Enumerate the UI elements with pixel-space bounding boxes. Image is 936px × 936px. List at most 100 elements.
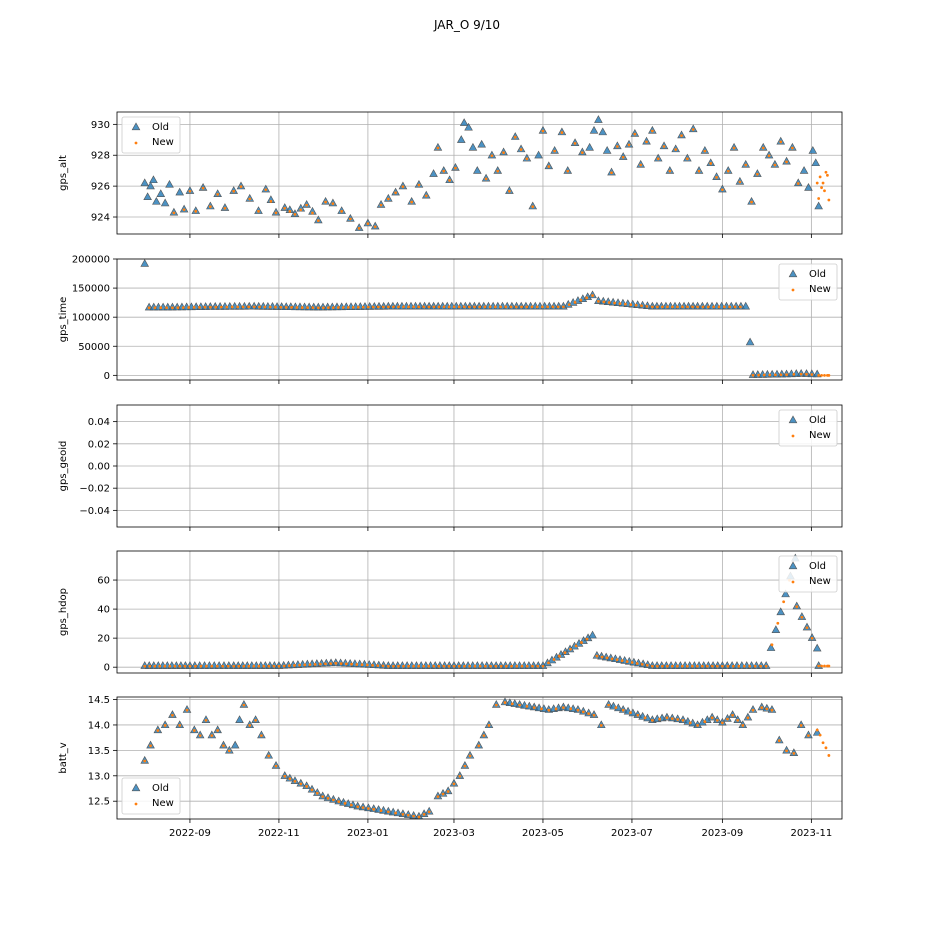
new-overlay-marker — [720, 664, 724, 668]
new-overlay-marker — [643, 716, 647, 720]
new-overlay-marker — [696, 724, 699, 727]
new-overlay-marker — [782, 600, 786, 604]
new-overlay-marker — [645, 663, 649, 667]
new-overlay-marker — [467, 305, 471, 309]
new-overlay-marker — [665, 664, 669, 668]
legend-label-new: New — [809, 576, 831, 587]
new-overlay-marker — [313, 662, 317, 666]
new-overlay-marker — [531, 664, 534, 668]
old-point — [464, 122, 473, 131]
x-tick-label: 2023-03 — [433, 828, 475, 839]
new-overlay-marker — [279, 305, 283, 309]
new-overlay-marker — [726, 169, 730, 173]
new-overlay-marker — [536, 664, 540, 668]
new-overlay-marker — [680, 664, 684, 668]
new-overlay-marker — [618, 302, 622, 305]
y-axis-label: gps_time — [58, 297, 69, 343]
new-overlay-marker — [248, 724, 252, 727]
new-overlay-marker — [326, 306, 330, 310]
old-point — [799, 166, 809, 174]
new-overlay-marker — [201, 186, 205, 190]
y-axis-label: gps_alt — [58, 155, 69, 191]
new-overlay-marker — [458, 774, 462, 778]
subplot-gps_hdop: 0 20 40 60 gps_hdop Old New — [58, 550, 843, 677]
y-tick-label: 0.00 — [88, 462, 110, 473]
axes-frame — [116, 258, 843, 381]
new-overlay-marker — [600, 655, 604, 659]
new-overlay-marker — [703, 149, 707, 153]
new-overlay-marker — [547, 165, 551, 168]
axes-frame — [116, 550, 843, 674]
new-overlay-marker — [473, 664, 477, 668]
new-overlay-marker — [800, 615, 804, 619]
new-overlay-marker — [308, 663, 312, 667]
new-overlay-marker — [525, 664, 529, 668]
new-overlay-marker — [574, 644, 578, 648]
new-overlay-marker — [483, 305, 487, 309]
new-overlay-marker — [556, 305, 560, 309]
new-overlay-marker — [257, 664, 261, 668]
new-overlay-marker — [640, 304, 643, 308]
new-overlay-marker — [496, 169, 500, 173]
y-tick-label: 12.5 — [88, 797, 110, 808]
new-overlay-marker — [773, 163, 777, 167]
legend-new-icon — [791, 434, 795, 438]
new-overlay-marker — [478, 664, 482, 668]
new-overlay-marker — [422, 305, 426, 309]
new-overlay-marker — [463, 664, 466, 668]
new-overlay-marker — [386, 810, 390, 814]
new-overlay-marker — [726, 664, 730, 668]
new-overlay-marker — [203, 305, 207, 309]
y-tick-label: 200000 — [72, 255, 110, 266]
new-overlay-marker — [607, 301, 611, 304]
new-overlay-marker — [697, 169, 701, 173]
new-overlay-marker — [365, 663, 369, 667]
new-overlay-marker — [185, 708, 189, 712]
new-overlay-marker — [581, 710, 585, 714]
new-overlay-marker — [520, 305, 523, 309]
new-overlay-marker — [222, 744, 225, 748]
new-overlay-marker — [791, 146, 794, 150]
new-overlay-marker — [712, 305, 716, 309]
new-overlay-marker — [452, 664, 456, 668]
new-overlay-marker — [457, 664, 461, 668]
new-overlay-marker — [349, 803, 353, 807]
new-overlay-marker — [620, 659, 624, 663]
new-overlay-marker — [299, 208, 303, 212]
new-overlay-marker — [171, 306, 174, 310]
old-point — [175, 187, 185, 196]
new-overlay-marker — [165, 306, 168, 310]
new-point — [827, 664, 831, 668]
new-overlay-marker — [599, 724, 603, 727]
new-overlay-marker — [737, 664, 741, 668]
new-overlay-marker — [242, 703, 246, 707]
new-overlay-marker — [239, 185, 243, 189]
new-overlay-marker — [510, 702, 514, 706]
old-point — [459, 118, 469, 126]
new-overlay-marker — [561, 305, 565, 309]
new-point — [821, 181, 825, 185]
new-overlay-marker — [468, 754, 472, 758]
new-overlay-marker — [558, 654, 561, 658]
new-overlay-marker — [751, 708, 755, 712]
new-overlay-marker — [343, 802, 347, 805]
new-overlay-marker — [691, 305, 694, 309]
old-point — [456, 135, 466, 143]
new-overlay-marker — [731, 664, 735, 668]
new-overlay-marker — [639, 163, 643, 167]
x-tick-label: 2022-09 — [169, 828, 211, 839]
new-overlay-marker — [437, 664, 441, 668]
legend: Old New — [778, 263, 838, 301]
new-overlay-marker — [381, 664, 385, 668]
new-overlay-marker — [248, 197, 252, 201]
series-layer — [140, 115, 831, 231]
new-overlay-marker — [744, 163, 748, 167]
new-point — [824, 746, 828, 750]
new-overlay-marker — [183, 664, 187, 668]
new-overlay-marker — [427, 810, 431, 814]
new-overlay-marker — [635, 662, 639, 665]
new-overlay-marker — [515, 664, 519, 668]
new-overlay-marker — [551, 305, 555, 309]
new-overlay-marker — [757, 373, 761, 377]
new-overlay-marker — [344, 662, 348, 666]
